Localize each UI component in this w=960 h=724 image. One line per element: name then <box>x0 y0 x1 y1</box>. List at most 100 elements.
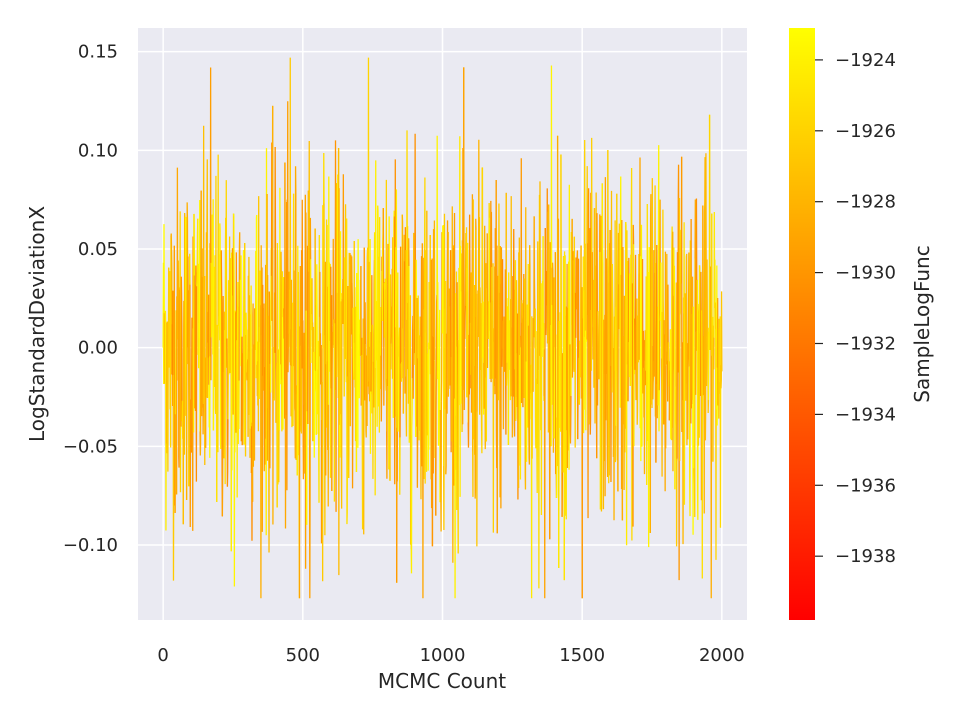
line-segment <box>197 218 200 369</box>
line-segment <box>423 177 427 484</box>
line-segment <box>472 199 475 497</box>
line-segment <box>577 258 580 440</box>
line-segment <box>208 243 211 458</box>
line-segment <box>165 321 169 454</box>
line-segment <box>692 306 695 535</box>
line-segment <box>183 212 187 455</box>
line-segment <box>244 242 247 457</box>
line-segment <box>466 242 469 423</box>
x-tick-label: 500 <box>286 645 320 666</box>
line-segment <box>406 130 409 370</box>
colorbar-tick-label: −1936 <box>835 475 896 496</box>
line-segment <box>306 190 310 424</box>
line-segment <box>325 219 329 428</box>
line-segment <box>380 256 383 422</box>
line-segment <box>397 272 400 432</box>
y-tick-label: 0.15 <box>78 42 118 63</box>
line-segment <box>535 378 539 494</box>
line-segment <box>360 266 363 406</box>
x-tick-labels: 0 500 1000 1500 2000 <box>157 645 744 666</box>
line-segment <box>207 294 210 385</box>
line-segment <box>226 338 229 487</box>
line-segment <box>177 260 180 456</box>
line-segment <box>655 245 658 463</box>
line-segment <box>631 224 635 527</box>
line-segment <box>450 206 454 442</box>
line-segment <box>206 159 209 398</box>
colorbar-tick-label: −1928 <box>835 192 896 213</box>
line-segment <box>259 245 263 599</box>
line-segment <box>382 208 386 406</box>
line-segment <box>678 198 682 461</box>
line-segment <box>536 241 540 385</box>
line-segment <box>718 316 722 528</box>
line-segment <box>558 320 561 568</box>
line-segment <box>384 179 388 432</box>
line-segment <box>583 139 587 337</box>
line-segment <box>465 227 468 398</box>
line-segment <box>389 274 392 481</box>
line-segment <box>534 308 538 449</box>
line-segment <box>393 159 397 485</box>
line-segment <box>378 217 381 433</box>
line-segment <box>667 342 670 421</box>
line-segment <box>552 277 555 453</box>
line-segment <box>488 217 492 380</box>
line-segment <box>333 319 336 502</box>
line-segment <box>606 150 609 477</box>
line-segment <box>407 238 410 404</box>
line-segment <box>527 245 531 465</box>
line-segment <box>694 199 697 395</box>
line-segment <box>371 324 374 479</box>
line-segment <box>582 256 586 434</box>
line-segment <box>369 238 372 454</box>
line-segment <box>658 199 662 391</box>
line-segment <box>337 148 341 576</box>
line-segment <box>251 303 255 502</box>
line-segment <box>267 291 270 553</box>
line-segment <box>410 378 413 574</box>
line-segment <box>211 199 215 431</box>
colorbar-tick-label: −1938 <box>835 546 896 567</box>
line-segment <box>691 276 694 404</box>
line-segment <box>334 140 337 512</box>
line-segment <box>345 218 349 525</box>
line-segment <box>248 295 251 458</box>
x-tick-label: 0 <box>157 645 168 666</box>
line-segment <box>672 231 675 472</box>
line-segment <box>550 65 553 447</box>
line-segment <box>470 194 474 452</box>
line-segment <box>372 259 375 408</box>
line-segment <box>623 222 627 453</box>
line-segment <box>339 231 342 458</box>
line-segment <box>188 253 191 487</box>
line-segment <box>666 284 669 402</box>
line-segment <box>625 222 628 546</box>
line-segment <box>318 271 322 385</box>
line-segment <box>483 225 486 409</box>
line-segment <box>673 247 676 490</box>
line-segment <box>584 330 588 431</box>
line-segment <box>551 262 554 409</box>
line-segment <box>604 258 608 421</box>
x-axis-label: MCMC Count <box>378 669 506 693</box>
line-segment <box>322 152 325 349</box>
y-tick-label: −0.05 <box>63 436 118 457</box>
line-segment <box>665 253 668 367</box>
line-segment <box>239 255 243 442</box>
line-segment <box>375 205 379 427</box>
line-segment <box>404 250 408 437</box>
line-segment <box>587 188 590 519</box>
line-segment <box>258 270 262 399</box>
line-segment <box>603 177 607 497</box>
line-segment <box>169 237 172 448</box>
colorbar-ticks: −1938 −1936 −1934 −1932 −1930 −1928 −1926 −1924 <box>815 50 896 567</box>
line-segment <box>492 263 495 533</box>
line-segment <box>278 187 282 431</box>
line-segment <box>575 250 579 440</box>
line-segment <box>222 311 226 459</box>
line-segment <box>645 276 648 485</box>
line-segment <box>253 308 256 461</box>
line-segment <box>419 316 422 500</box>
line-segment <box>642 340 646 475</box>
